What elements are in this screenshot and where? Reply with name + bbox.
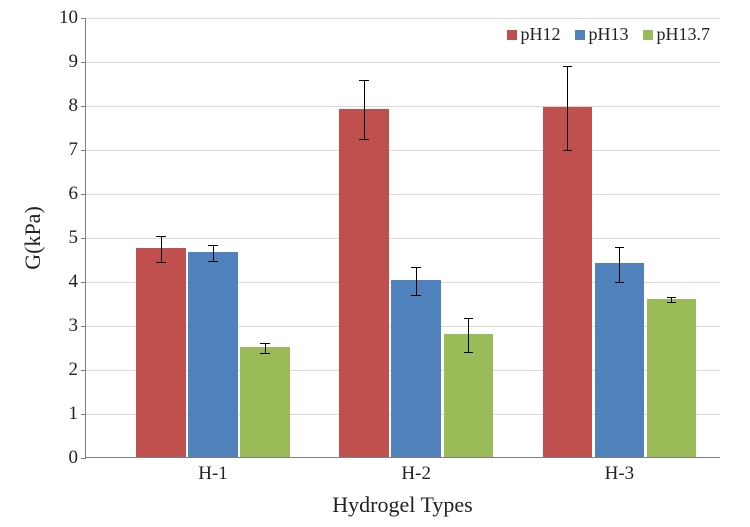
- bar: [136, 248, 186, 457]
- error-cap: [359, 80, 369, 81]
- error-cap: [208, 245, 218, 246]
- error-cap: [359, 139, 369, 140]
- x-tick-label: H-1: [198, 457, 228, 485]
- x-axis-label: Hydrogel Types: [332, 492, 472, 518]
- y-tick-label: 5: [69, 227, 87, 249]
- error-cap: [464, 352, 474, 353]
- legend-item: pH12: [507, 24, 561, 45]
- error-cap: [260, 343, 270, 344]
- bar: [391, 280, 441, 457]
- legend-label: pH13.7: [657, 24, 711, 45]
- error-bar: [265, 343, 266, 354]
- error-cap: [260, 353, 270, 354]
- error-cap: [156, 236, 166, 237]
- bar: [240, 347, 290, 457]
- y-tick-label: 4: [69, 271, 87, 293]
- y-tick-label: 10: [59, 7, 86, 29]
- error-cap: [667, 297, 677, 298]
- gridline: [86, 238, 720, 239]
- error-cap: [208, 261, 218, 262]
- legend-label: pH13: [589, 24, 629, 45]
- y-tick-label: 6: [69, 183, 87, 205]
- error-bar: [416, 267, 417, 295]
- legend-swatch: [575, 30, 585, 40]
- legend: pH12 pH13 pH13.7: [507, 24, 711, 45]
- legend-item: pH13.7: [643, 24, 711, 45]
- error-cap: [411, 295, 421, 296]
- error-bar: [213, 245, 214, 261]
- error-cap: [615, 247, 625, 248]
- y-tick-label: 2: [69, 359, 87, 381]
- gridline: [86, 18, 720, 19]
- error-cap: [667, 302, 677, 303]
- error-bar: [364, 80, 365, 140]
- plot-area: 012345678910H-1H-2H-3: [85, 18, 720, 458]
- error-cap: [464, 318, 474, 319]
- gridline: [86, 106, 720, 107]
- error-bar: [567, 66, 568, 150]
- bar: [188, 252, 238, 457]
- bar: [339, 109, 389, 457]
- y-tick-label: 0: [69, 447, 87, 469]
- gridline: [86, 150, 720, 151]
- y-tick-label: 7: [69, 139, 87, 161]
- y-tick-label: 8: [69, 95, 87, 117]
- error-cap: [615, 282, 625, 283]
- error-bar: [161, 236, 162, 262]
- gridline: [86, 194, 720, 195]
- bar-chart: 012345678910H-1H-2H-3 G(kPa) Hydrogel Ty…: [0, 0, 750, 527]
- error-cap: [563, 150, 573, 151]
- y-tick-label: 1: [69, 403, 87, 425]
- error-bar: [468, 318, 469, 351]
- x-tick-label: H-3: [605, 457, 635, 485]
- bar: [647, 299, 697, 457]
- y-tick-label: 9: [69, 51, 87, 73]
- legend-label: pH12: [521, 24, 561, 45]
- error-cap: [563, 66, 573, 67]
- error-bar: [619, 247, 620, 282]
- y-axis-label: G(kPa): [20, 206, 46, 270]
- legend-swatch: [507, 30, 517, 40]
- legend-swatch: [643, 30, 653, 40]
- x-tick-label: H-2: [401, 457, 431, 485]
- legend-item: pH13: [575, 24, 629, 45]
- error-cap: [411, 267, 421, 268]
- gridline: [86, 62, 720, 63]
- error-cap: [156, 262, 166, 263]
- bar: [543, 107, 593, 457]
- bar: [595, 263, 645, 457]
- y-tick-label: 3: [69, 315, 87, 337]
